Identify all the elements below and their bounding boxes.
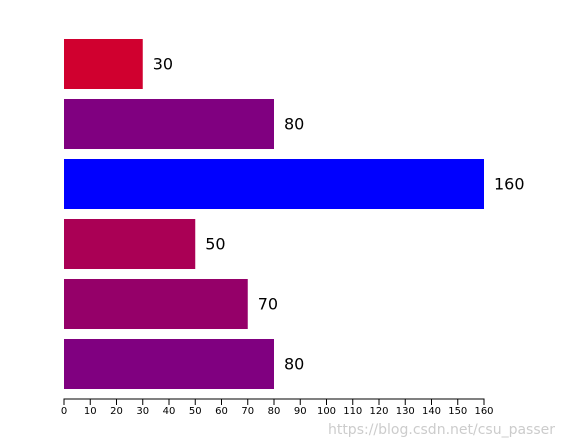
value-label: 80 xyxy=(284,355,304,374)
bar xyxy=(64,219,196,269)
value-label: 70 xyxy=(258,295,278,314)
x-tick-label: 50 xyxy=(189,406,202,417)
x-tick-label: 90 xyxy=(294,406,307,417)
x-tick-label: 110 xyxy=(343,406,362,417)
x-tick-label: 100 xyxy=(317,406,336,417)
x-tick-label: 160 xyxy=(474,406,493,417)
value-label: 50 xyxy=(205,235,225,254)
x-tick-label: 20 xyxy=(110,406,123,417)
x-tick-label: 120 xyxy=(369,406,388,417)
bar xyxy=(64,39,143,89)
x-tick-label: 150 xyxy=(448,406,467,417)
x-tick-label: 30 xyxy=(136,406,149,417)
x-tick-label: 140 xyxy=(422,406,441,417)
bar xyxy=(64,99,274,149)
x-tick-label: 80 xyxy=(268,406,281,417)
watermark: https://blog.csdn.net/csu_passer xyxy=(328,422,555,438)
value-label: 80 xyxy=(284,115,304,134)
bar xyxy=(64,279,248,329)
x-tick-label: 10 xyxy=(84,406,97,417)
bar xyxy=(64,159,484,209)
x-tick-label: 60 xyxy=(215,406,228,417)
bar xyxy=(64,339,274,389)
x-tick-label: 0 xyxy=(61,406,67,417)
value-label: 160 xyxy=(494,175,525,194)
x-tick-label: 130 xyxy=(396,406,415,417)
value-label: 30 xyxy=(153,55,173,74)
x-tick-label: 70 xyxy=(241,406,254,417)
x-tick-label: 40 xyxy=(163,406,176,417)
